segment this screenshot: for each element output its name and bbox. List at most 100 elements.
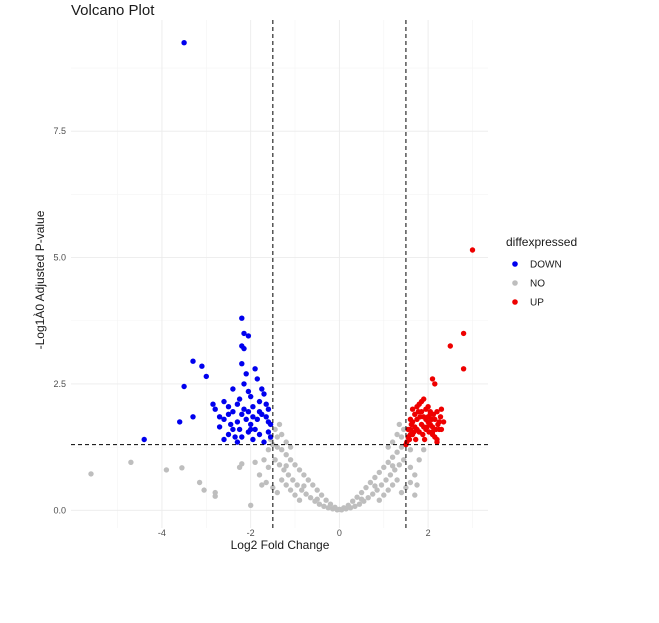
data-point-no bbox=[352, 503, 358, 509]
data-point-down bbox=[177, 419, 183, 425]
data-point-down bbox=[245, 333, 252, 339]
data-point-no bbox=[252, 459, 258, 465]
data-point-no bbox=[296, 497, 303, 503]
data-point-down bbox=[261, 391, 267, 397]
data-point-no bbox=[412, 492, 418, 498]
data-point-no bbox=[310, 482, 316, 488]
data-point-no bbox=[163, 467, 170, 473]
data-point-no bbox=[323, 497, 329, 503]
data-point-no bbox=[403, 484, 409, 491]
legend-key-down bbox=[512, 261, 518, 267]
data-point-no bbox=[374, 487, 380, 493]
data-point-down bbox=[236, 396, 243, 402]
data-point-no bbox=[350, 498, 356, 504]
data-point-down bbox=[234, 401, 241, 407]
data-point-down bbox=[190, 414, 196, 420]
data-point-down bbox=[265, 419, 272, 425]
data-point-no bbox=[376, 469, 382, 476]
data-point-no bbox=[301, 483, 307, 489]
data-point-up bbox=[432, 434, 438, 440]
legend: diffexpressed DOWN NO UP bbox=[506, 235, 577, 309]
data-point-no bbox=[296, 467, 303, 473]
data-point-up bbox=[421, 424, 427, 430]
data-point-down bbox=[254, 416, 260, 422]
data-point-up bbox=[413, 436, 419, 443]
data-point-no bbox=[318, 492, 325, 498]
data-point-no bbox=[387, 472, 394, 478]
data-point-down bbox=[252, 366, 258, 372]
data-point-down bbox=[221, 436, 227, 443]
data-points bbox=[88, 40, 476, 513]
data-point-down bbox=[265, 429, 272, 435]
data-point-no bbox=[179, 465, 185, 471]
data-point-down bbox=[250, 414, 256, 420]
legend-label-down: DOWN bbox=[530, 260, 562, 271]
data-point-no bbox=[365, 495, 371, 501]
data-point-no bbox=[290, 477, 296, 483]
data-point-no bbox=[385, 459, 391, 465]
data-point-up bbox=[409, 406, 416, 412]
data-point-no bbox=[372, 474, 378, 481]
data-point-down bbox=[248, 426, 254, 433]
data-point-no bbox=[294, 482, 300, 488]
data-point-no bbox=[407, 464, 414, 470]
y-axis-title: -Log1À0 Adjusted P-value bbox=[32, 210, 47, 349]
data-point-up bbox=[433, 426, 439, 433]
data-point-no bbox=[276, 462, 283, 468]
data-point-down bbox=[256, 409, 263, 415]
data-point-up bbox=[429, 376, 436, 382]
data-point-down bbox=[250, 436, 256, 443]
data-point-up bbox=[423, 416, 429, 422]
data-point-no bbox=[392, 467, 398, 473]
data-point-down bbox=[239, 434, 245, 440]
legend-key-no bbox=[512, 280, 518, 286]
threshold-lines bbox=[71, 20, 488, 528]
legend-key-up bbox=[512, 299, 518, 305]
x-tick-label: 0 bbox=[337, 528, 342, 538]
data-point-down bbox=[241, 330, 247, 337]
data-point-down bbox=[221, 398, 227, 405]
x-tick-label: -4 bbox=[158, 528, 166, 538]
data-point-down bbox=[261, 439, 267, 445]
data-point-down bbox=[239, 361, 245, 367]
data-point-up bbox=[407, 431, 414, 438]
data-point-no bbox=[287, 457, 294, 463]
data-point-no bbox=[287, 487, 294, 493]
data-point-no bbox=[285, 472, 292, 478]
data-point-no bbox=[376, 497, 382, 503]
data-point-no bbox=[259, 482, 265, 488]
data-point-no bbox=[307, 495, 314, 501]
data-point-down bbox=[216, 424, 223, 430]
data-point-no bbox=[279, 431, 285, 438]
data-point-no bbox=[276, 421, 283, 428]
data-point-no bbox=[381, 492, 387, 498]
data-point-no bbox=[263, 479, 269, 486]
data-point-no bbox=[196, 479, 203, 486]
data-point-no bbox=[401, 426, 407, 433]
data-point-no bbox=[265, 464, 272, 470]
legend-label-no: NO bbox=[530, 279, 545, 290]
data-point-down bbox=[228, 421, 234, 428]
data-point-up bbox=[447, 343, 453, 349]
data-point-up bbox=[420, 431, 426, 438]
data-point-down bbox=[239, 315, 245, 321]
data-point-up bbox=[406, 436, 413, 443]
data-point-down bbox=[225, 431, 232, 438]
data-point-down bbox=[263, 414, 269, 420]
data-point-no bbox=[272, 426, 278, 433]
data-point-no bbox=[343, 506, 349, 512]
data-point-up bbox=[405, 426, 411, 433]
data-point-up bbox=[425, 404, 431, 410]
data-point-no bbox=[279, 447, 285, 453]
data-point-down bbox=[263, 401, 269, 407]
data-point-no bbox=[358, 496, 365, 502]
data-point-down bbox=[252, 426, 258, 433]
data-point-no bbox=[256, 472, 263, 478]
data-point-no bbox=[274, 444, 280, 450]
data-point-no bbox=[236, 464, 243, 470]
data-point-no bbox=[281, 467, 287, 473]
data-point-down bbox=[236, 426, 243, 433]
data-point-no bbox=[398, 434, 405, 440]
data-point-no bbox=[265, 447, 272, 453]
data-point-no bbox=[407, 447, 414, 453]
